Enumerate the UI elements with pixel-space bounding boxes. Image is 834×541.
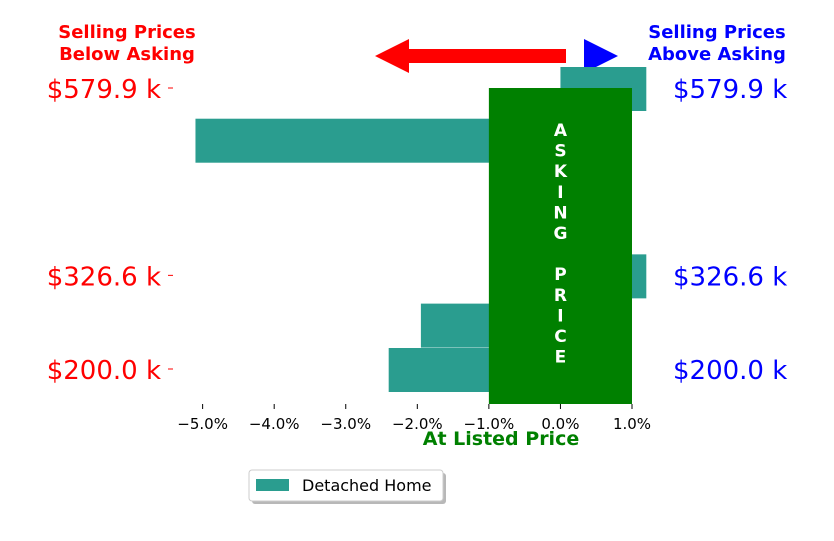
below-asking-title-line1: Selling Prices [58,22,195,43]
at-listed-price-label: At Listed Price [423,428,579,450]
asking-band-letter: I [557,306,563,326]
y-tick-label-left: $579.9 k [47,75,161,105]
asking-band-letter: E [555,348,567,368]
y-tick-label-right: $579.9 k [673,75,787,105]
legend-label: Detached Home [302,476,432,495]
x-axis: −5.0% −4.0% −3.0% −2.0% −1.0% 0.0% 1.0% [177,404,651,433]
asking-band-letter: P [554,265,566,285]
y-tick-label-left: $326.6 k [47,262,161,292]
legend: Detached Home [248,469,446,504]
y-tick-labels-left: $579.9 k $326.6 k $200.0 k [47,75,173,386]
above-asking-title-line1: Selling Prices [648,22,785,43]
x-tick-label: −1.0% [464,415,515,433]
x-tick-label: −2.0% [392,415,443,433]
above-asking-title-line2: Above Asking [648,44,786,65]
asking-band-rect [488,88,632,404]
x-tick-label: 0.0% [541,415,579,433]
asking-band-letter: C [554,327,566,347]
x-tick-label: −5.0% [177,415,228,433]
arrow-left-icon [375,39,566,73]
y-tick-label-right: $200.0 k [673,356,787,386]
asking-band-letter: K [554,162,568,182]
asking-band-letter: S [554,142,566,162]
triangle-right-icon [584,39,618,73]
below-asking-title-line2: Below Asking [59,44,195,65]
x-tick-label: 1.0% [613,415,651,433]
asking-band-letter: R [554,286,567,306]
x-tick-label: −4.0% [249,415,300,433]
y-tick-labels-right: $579.9 k $326.6 k $200.0 k [673,75,787,386]
asking-band-letter: G [553,224,567,244]
y-tick-label-left: $200.0 k [47,356,161,386]
asking-band-letter: A [554,121,568,141]
asking-band-letter: I [557,183,563,203]
asking-band-letter: N [553,203,567,223]
x-tick-label: −3.0% [320,415,371,433]
legend-swatch [256,479,289,491]
y-tick-label-right: $326.6 k [673,262,787,292]
